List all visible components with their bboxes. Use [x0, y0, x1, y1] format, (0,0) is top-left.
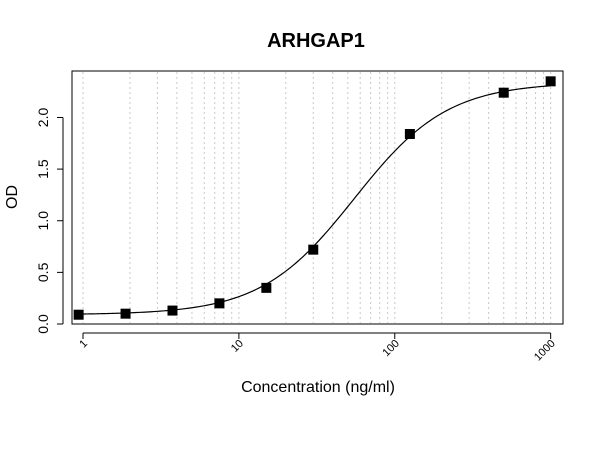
data-point	[545, 76, 556, 87]
data-point	[167, 305, 178, 316]
data-point	[73, 309, 84, 320]
y-tick-label: 0.0	[35, 314, 51, 334]
x-tick-label: 1000	[532, 338, 558, 364]
data-point	[404, 128, 415, 139]
data-point	[214, 298, 225, 309]
x-tick-label: 1	[77, 338, 90, 351]
data-point	[498, 87, 509, 98]
y-axis: 0.0 0.5 1.0 1.5 2.0	[35, 108, 64, 334]
plot-area	[71, 70, 564, 325]
y-tick-label: 2.0	[35, 108, 51, 128]
x-tick-label: 100	[380, 338, 401, 359]
y-tick-label: 0.5	[35, 262, 51, 282]
y-tick-label: 1.0	[35, 211, 51, 231]
y-axis-label: OD	[4, 185, 21, 209]
chart-title: ARHGAP1	[267, 30, 365, 52]
x-tick-label: 10	[229, 338, 246, 355]
y-tick-label: 1.5	[35, 159, 51, 179]
fit-curve	[78, 85, 551, 315]
data-points	[73, 76, 556, 320]
data-point	[261, 282, 272, 293]
data-point	[120, 308, 131, 319]
grid	[82, 72, 552, 323]
x-axis: 1 10 100 1000	[77, 332, 558, 364]
data-point	[308, 244, 319, 255]
fit-curve-layer	[78, 85, 551, 315]
x-axis-label: Concentration (ng/ml)	[241, 379, 395, 396]
